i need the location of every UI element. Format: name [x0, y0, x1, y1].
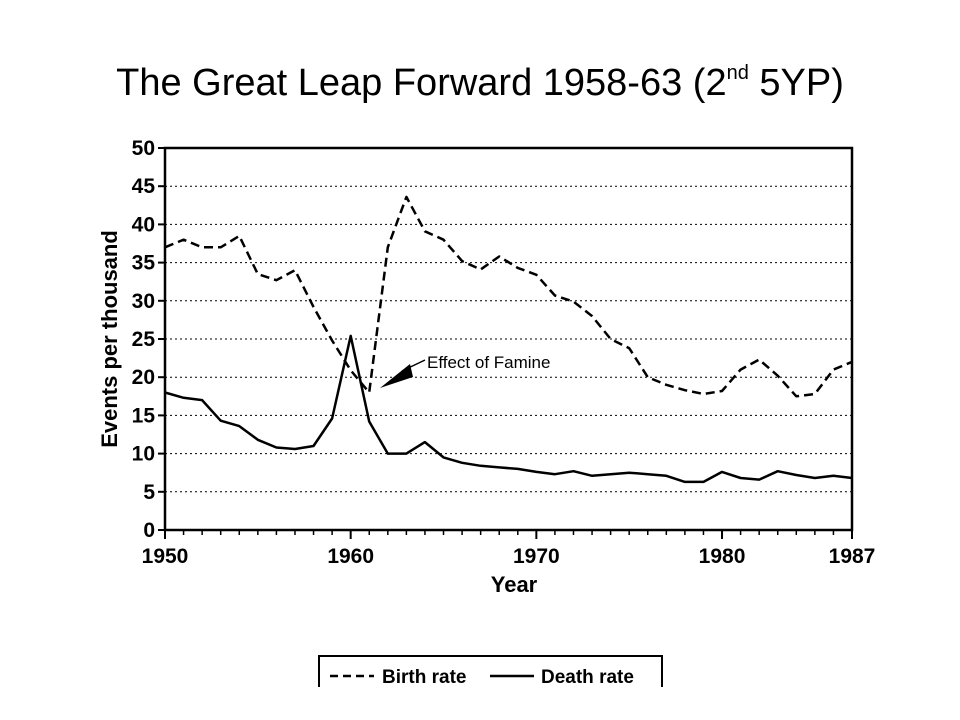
slide-title-superscript: nd — [726, 62, 749, 84]
x-tick-label: 1970 — [513, 545, 560, 568]
plot-frame — [163, 146, 854, 532]
x-tick-label: 1980 — [699, 545, 746, 568]
series-line-birth-rate — [164, 195, 853, 398]
x-axis-title: Year — [491, 572, 538, 597]
y-tick-label: 10 — [132, 443, 155, 466]
legend-label-birth: Birth rate — [382, 667, 466, 688]
slide-title: The Great Leap Forward 1958-63 (2nd 5YP) — [0, 62, 960, 105]
y-tick-label: 45 — [132, 175, 156, 198]
legend: Birth rate Death rate — [318, 655, 663, 688]
y-tick-label: 30 — [132, 290, 155, 313]
x-tick-label: 1960 — [327, 545, 374, 568]
annotation: Effect of Famine — [380, 353, 550, 388]
slide-title-end: 5YP) — [748, 62, 844, 104]
y-tick-label: 50 — [132, 137, 155, 160]
x-tick-label: 1950 — [142, 545, 189, 568]
y-tick-label: 40 — [132, 213, 155, 236]
annotation-label: Effect of Famine — [427, 353, 550, 372]
x-axis-ticks: 1950 1960 1970 1980 1987 — [142, 530, 876, 568]
y-tick-label: 20 — [132, 366, 155, 389]
y-axis-ticks: 0 5 10 15 20 25 30 35 40 45 50 — [132, 137, 165, 542]
slide-title-main: The Great Leap Forward 1958-63 (2 — [116, 62, 727, 104]
series-lines — [164, 195, 853, 484]
y-tick-label: 0 — [143, 519, 155, 542]
legend-box — [318, 655, 663, 687]
y-axis-title: Events per thousand — [97, 230, 122, 448]
legend-label-death: Death rate — [541, 667, 634, 688]
y-tick-label: 15 — [132, 404, 156, 427]
x-tick-label: 1987 — [829, 545, 876, 568]
series-line-death-rate — [164, 334, 853, 484]
y-tick-label: 25 — [132, 328, 156, 351]
y-tick-label: 35 — [132, 252, 156, 275]
annotation-arrowhead — [380, 364, 413, 388]
y-tick-label: 5 — [143, 481, 155, 504]
grid-lines — [165, 185, 852, 493]
